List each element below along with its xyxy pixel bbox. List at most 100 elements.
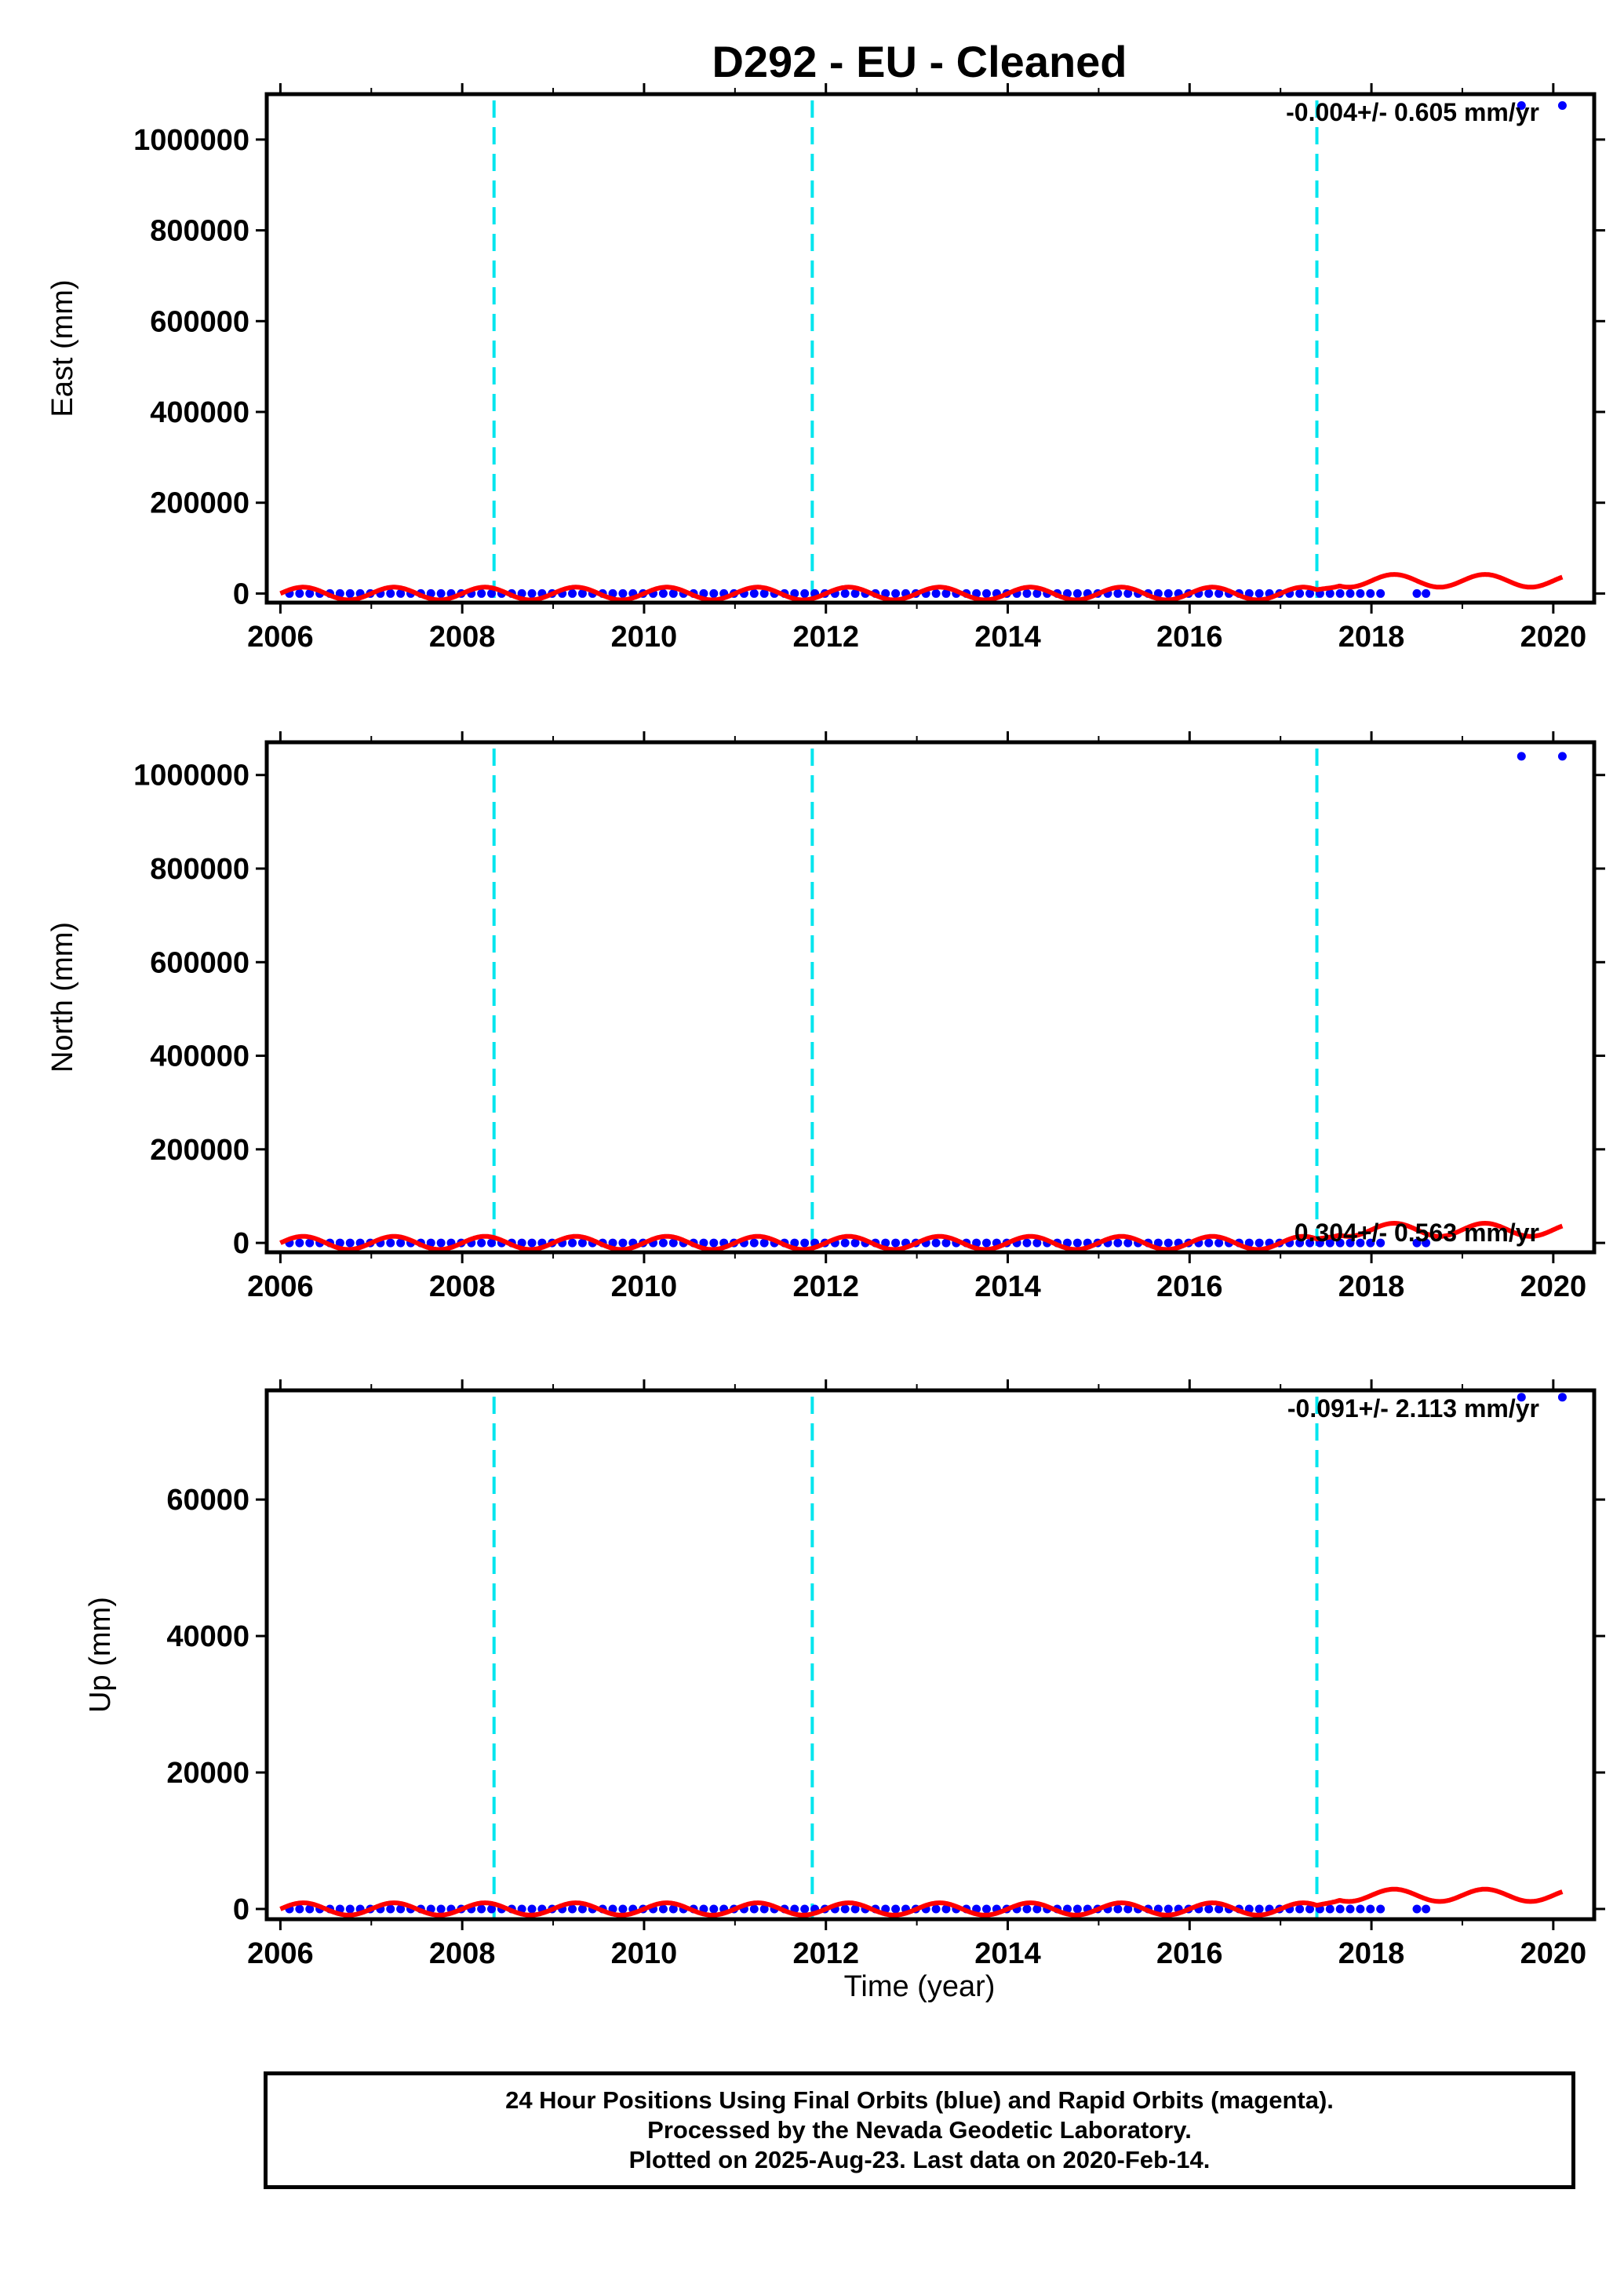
data-point-north-32 (608, 1238, 617, 1248)
data-point-up-10 (386, 1904, 395, 1914)
data-point-north-112 (1557, 752, 1567, 761)
data-point-north-46 (749, 1238, 759, 1248)
data-point-up-83 (1123, 1904, 1133, 1914)
data-point-north-95 (1244, 1238, 1254, 1248)
data-point-east-64 (931, 588, 941, 598)
data-point-up-37 (658, 1904, 668, 1914)
data-point-up-100 (1295, 1904, 1305, 1914)
data-point-up-38 (668, 1904, 678, 1914)
data-point-north-69 (981, 1238, 991, 1248)
data-point-up-109 (1412, 1904, 1422, 1914)
data-point-up-106 (1356, 1904, 1365, 1914)
data-point-up-46 (749, 1904, 759, 1914)
data-point-north-42 (709, 1238, 719, 1248)
data-point-north-23 (517, 1238, 526, 1248)
data-point-up-65 (941, 1904, 951, 1914)
x-tick-label-up-2016: 2016 (1156, 1937, 1223, 1970)
data-point-up-6 (345, 1904, 355, 1914)
data-point-north-28 (568, 1238, 577, 1248)
data-point-north-65 (941, 1238, 951, 1248)
data-point-north-68 (972, 1238, 981, 1248)
x-tick-label-north-2006: 2006 (247, 1270, 314, 1303)
data-point-up-19 (477, 1904, 486, 1914)
data-point-north-73 (1022, 1238, 1032, 1248)
data-point-north-96 (1254, 1238, 1264, 1248)
data-point-up-69 (981, 1904, 991, 1914)
x-tick-label-up-2020: 2020 (1520, 1937, 1587, 1970)
data-point-east-2 (305, 588, 315, 598)
data-point-up-47 (759, 1904, 769, 1914)
y-tick-label-north-400000: 400000 (150, 1040, 249, 1073)
rate-label-north: 0.304+/- 0.563 mm/yr (1294, 1219, 1539, 1247)
data-point-up-87 (1163, 1904, 1173, 1914)
data-point-up-11 (396, 1904, 406, 1914)
data-point-east-1 (295, 588, 304, 598)
y-tick-label-up-20000: 20000 (166, 1757, 249, 1790)
data-point-north-38 (668, 1238, 678, 1248)
y-axis-label-east: East (mm) (46, 279, 79, 417)
footer-line-dates: Plotted on 2025-Aug-23. Last data on 202… (628, 2146, 1211, 2173)
data-point-up-101 (1305, 1904, 1315, 1914)
data-point-east-41 (699, 588, 708, 598)
data-point-up-105 (1345, 1904, 1355, 1914)
data-point-north-109 (1412, 1238, 1422, 1248)
data-point-up-20 (487, 1904, 497, 1914)
model-curve-east (279, 572, 1564, 603)
data-point-north-103 (1325, 1238, 1335, 1248)
data-point-east-73 (1022, 588, 1032, 598)
data-point-north-74 (1032, 1238, 1042, 1248)
data-point-north-15 (436, 1238, 446, 1248)
data-point-up-51 (800, 1904, 810, 1914)
data-point-east-74 (1032, 588, 1042, 598)
x-tick-label-up-2006: 2006 (247, 1937, 314, 1970)
data-point-east-105 (1345, 588, 1355, 598)
data-point-north-64 (931, 1238, 941, 1248)
x-tick-label-north-2018: 2018 (1338, 1270, 1405, 1303)
data-point-east-107 (1366, 588, 1375, 598)
data-point-up-78 (1072, 1904, 1082, 1914)
y-tick-label-up-40000: 40000 (166, 1620, 249, 1653)
data-point-east-11 (396, 588, 406, 598)
data-point-east-95 (1244, 588, 1254, 598)
y-tick-label-east-800000: 800000 (150, 215, 249, 248)
data-point-up-111 (1517, 1393, 1526, 1402)
data-point-north-1 (295, 1238, 304, 1248)
data-point-north-56 (850, 1238, 860, 1248)
data-point-east-23 (517, 588, 526, 598)
x-tick-label-north-2014: 2014 (974, 1270, 1041, 1303)
data-point-up-2 (305, 1904, 315, 1914)
rate-label-east: -0.004+/- 0.605 mm/yr (1286, 98, 1539, 126)
data-point-up-92 (1214, 1904, 1224, 1914)
data-point-up-64 (931, 1904, 941, 1914)
y-tick-label-up-0: 0 (233, 1893, 249, 1926)
data-point-up-107 (1366, 1904, 1375, 1914)
data-point-north-108 (1376, 1238, 1385, 1248)
data-point-north-83 (1123, 1238, 1133, 1248)
y-tick-label-up-60000: 60000 (166, 1484, 249, 1517)
data-point-east-110 (1422, 588, 1431, 598)
data-point-east-37 (658, 588, 668, 598)
data-point-east-10 (386, 588, 395, 598)
data-point-north-29 (577, 1238, 587, 1248)
data-point-north-24 (527, 1238, 537, 1248)
x-tick-label-north-2008: 2008 (429, 1270, 496, 1303)
x-tick-label-north-2012: 2012 (792, 1270, 859, 1303)
data-point-north-33 (618, 1238, 628, 1248)
data-point-east-59 (881, 588, 890, 598)
y-tick-label-east-1000000: 1000000 (133, 124, 249, 157)
y-tick-label-east-0: 0 (233, 577, 249, 610)
data-point-east-14 (426, 588, 435, 598)
data-point-up-55 (840, 1904, 850, 1914)
data-point-east-112 (1557, 100, 1567, 110)
data-point-north-60 (891, 1238, 901, 1248)
data-point-north-111 (1517, 752, 1526, 761)
data-point-east-78 (1072, 588, 1082, 598)
y-tick-label-north-600000: 600000 (150, 946, 249, 979)
data-point-east-5 (335, 588, 344, 598)
x-tick-label-east-2010: 2010 (611, 621, 678, 654)
x-tick-label-up-2010: 2010 (611, 1937, 678, 1970)
data-point-north-11 (396, 1238, 406, 1248)
data-point-up-112 (1557, 1393, 1567, 1402)
data-point-up-29 (577, 1904, 587, 1914)
